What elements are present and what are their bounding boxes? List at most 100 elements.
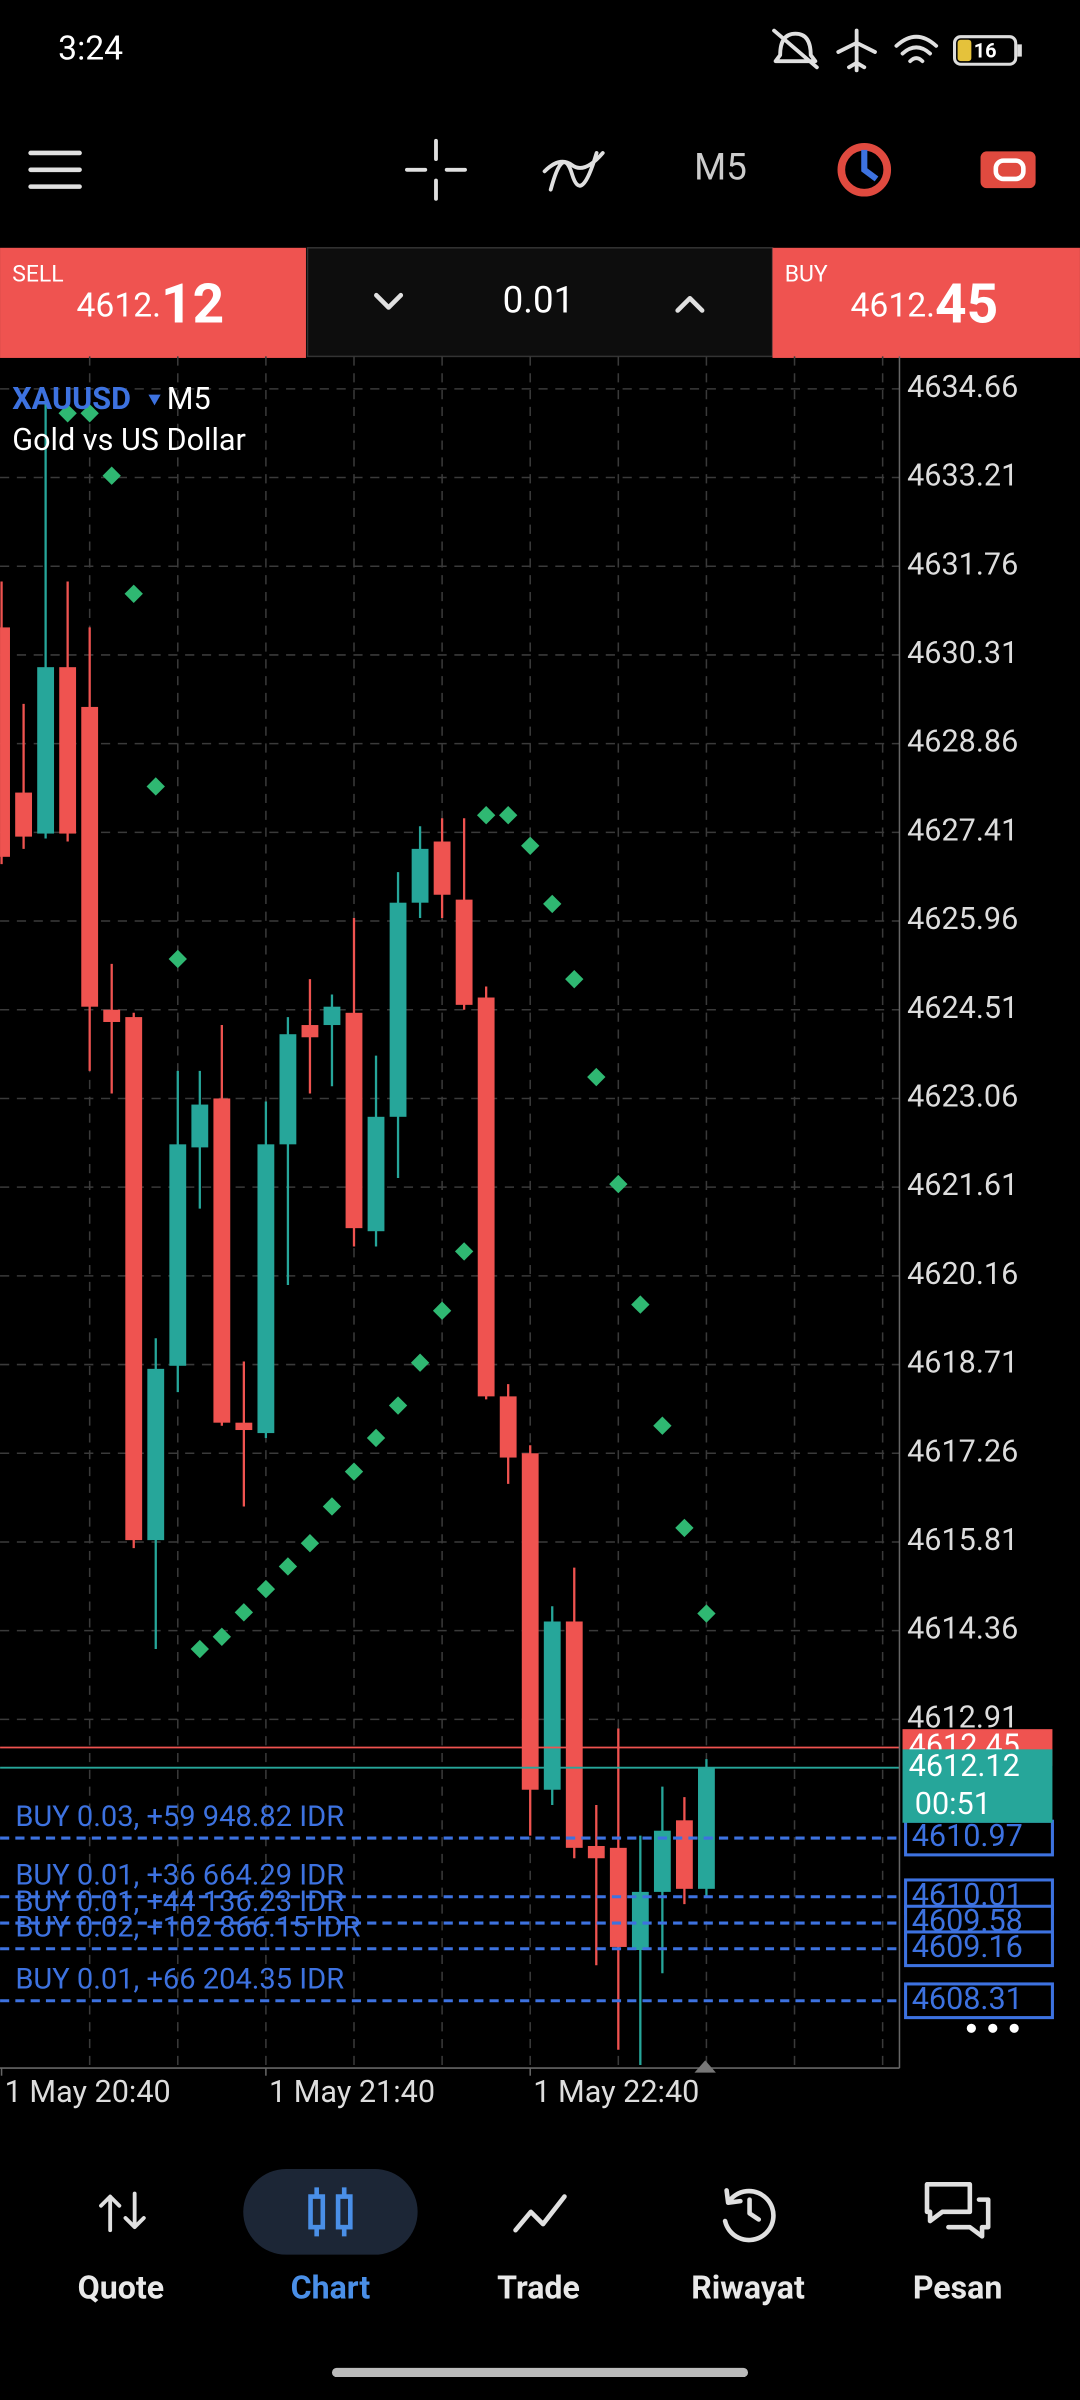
symbol-dropdown[interactable] — [148, 394, 161, 406]
x-tick-label: 1 May 21:40 — [269, 2075, 435, 2110]
nav-label[interactable]: Riwayat — [691, 2268, 805, 2306]
sar-dot — [168, 949, 187, 969]
sar-dot — [432, 1301, 452, 1320]
sar-dot — [675, 1518, 694, 1538]
nav-label[interactable]: Trade — [497, 2268, 580, 2306]
candle-body — [499, 1396, 517, 1458]
trade-button[interactable] — [980, 151, 1036, 189]
sell-button[interactable] — [0, 247, 306, 358]
candle-body — [257, 1144, 275, 1434]
plot: BUY 0.03, +59 948.82 IDR BUY 0.01, +36 66… — [0, 401, 900, 2066]
candle-body — [15, 792, 33, 837]
sar-dot — [499, 806, 518, 825]
y-tick-label: 4634.66 — [907, 370, 1018, 405]
lot-increase[interactable] — [675, 295, 705, 313]
sar-dot — [124, 584, 143, 603]
nav-label[interactable]: Chart — [291, 2268, 371, 2306]
more-button[interactable] — [966, 2023, 1019, 2033]
order-price: 4608.31 — [912, 1982, 1023, 2017]
trade-icon-nav — [513, 2194, 567, 2233]
candle-body — [565, 1621, 583, 1848]
y-tick-label: 4621.61 — [907, 1168, 1018, 1203]
candle-body — [103, 1009, 121, 1022]
y-tick-label: 4618.71 — [907, 1346, 1018, 1381]
buy-button[interactable] — [772, 247, 1080, 358]
sar-dot — [234, 1603, 254, 1622]
order-price: 4610.97 — [912, 1819, 1023, 1854]
y-tick-label: 4628.86 — [907, 725, 1018, 760]
nav-label[interactable]: Pesan — [913, 2268, 1003, 2306]
lot-decrease[interactable] — [374, 292, 404, 310]
sar-dot — [102, 466, 121, 485]
chart-icon — [308, 2187, 353, 2237]
candle-body — [367, 1116, 385, 1232]
buy-price-main: 4612. — [851, 286, 936, 325]
candle-body — [235, 1422, 253, 1431]
sell-price-main: 4612. — [77, 286, 162, 325]
sell-price: 4612.12 — [77, 272, 225, 336]
grid — [0, 356, 900, 2076]
trade-icon — [993, 158, 1026, 182]
candle-body — [455, 899, 473, 1005]
y-tick-label: 4625.96 — [907, 902, 1018, 937]
battery-tip — [1017, 44, 1022, 57]
sar-dot — [410, 1353, 430, 1372]
candle-body — [411, 848, 429, 903]
timeframe-button[interactable]: M5 — [694, 145, 747, 188]
battery-level — [957, 39, 972, 62]
candle-body — [213, 1098, 231, 1423]
sar-dot — [80, 404, 99, 423]
candle-body — [698, 1767, 715, 1889]
y-tick-label: 4633.21 — [907, 459, 1018, 494]
sar-dot — [521, 836, 540, 855]
order-label: BUY 0.03, +59 948.82 IDR — [15, 1800, 344, 1834]
messages-icon — [924, 2182, 991, 2239]
candle-body — [191, 1104, 209, 1148]
candle-body — [631, 1891, 649, 1951]
sar-dot — [543, 894, 562, 914]
lot-value[interactable]: 0.01 — [503, 279, 575, 322]
chart-description: Gold vs US Dollar — [12, 423, 246, 458]
candle-body — [587, 1846, 605, 1859]
nav-label[interactable]: Quote — [78, 2268, 164, 2306]
crosshair-button[interactable] — [405, 138, 467, 201]
order-label: BUY 0.01, +66 204.35 IDR — [15, 1963, 344, 1997]
history-hand — [861, 149, 879, 182]
order-price-box — [904, 1930, 1054, 1968]
chart-symbol[interactable]: XAUUSD — [12, 382, 131, 417]
bid-price: 4612.12 — [909, 1749, 1020, 1784]
chart-timeframe: M5 — [167, 382, 211, 417]
candle-body — [279, 1034, 297, 1145]
order-label: BUY 0.02, +102 866.15 IDR — [15, 1911, 360, 1945]
candle-body — [477, 997, 495, 1397]
sell-label: SELL — [12, 260, 63, 287]
candle-body — [301, 1025, 319, 1038]
order-price-box — [904, 1982, 1054, 2020]
candle-body — [543, 1621, 561, 1790]
sar-dot — [278, 1557, 298, 1576]
sar-dot — [58, 404, 77, 423]
candle-body — [169, 1144, 187, 1366]
candle-body — [147, 1368, 165, 1541]
sar-dot — [366, 1428, 386, 1448]
candle-body — [125, 1017, 143, 1541]
status-time: 3:24 — [58, 29, 123, 68]
sar-dot — [653, 1416, 672, 1435]
sar-dot — [631, 1295, 650, 1314]
indicators-button[interactable] — [542, 151, 605, 192]
menu-button[interactable] — [28, 150, 82, 189]
order-price: 4609.16 — [912, 1930, 1023, 1965]
y-tick-label: 4623.06 — [907, 1080, 1018, 1115]
history-button[interactable] — [837, 143, 892, 197]
y-tick-label: 4627.41 — [907, 813, 1018, 848]
sar-dot — [697, 1604, 716, 1623]
sell-price-big: 12 — [161, 272, 224, 336]
sar-dot — [322, 1497, 342, 1516]
buy-price: 4612.45 — [851, 272, 999, 336]
candle-body — [59, 667, 77, 834]
x-tick-label: 1 May 22:40 — [533, 2075, 699, 2110]
sar-dot — [609, 1174, 628, 1194]
buy-price-big: 45 — [935, 272, 998, 336]
x-tick-label: 1 May 20:40 — [5, 2075, 171, 2110]
order-label: BUY 0.01, +44 136.23 IDR — [15, 1885, 344, 1919]
